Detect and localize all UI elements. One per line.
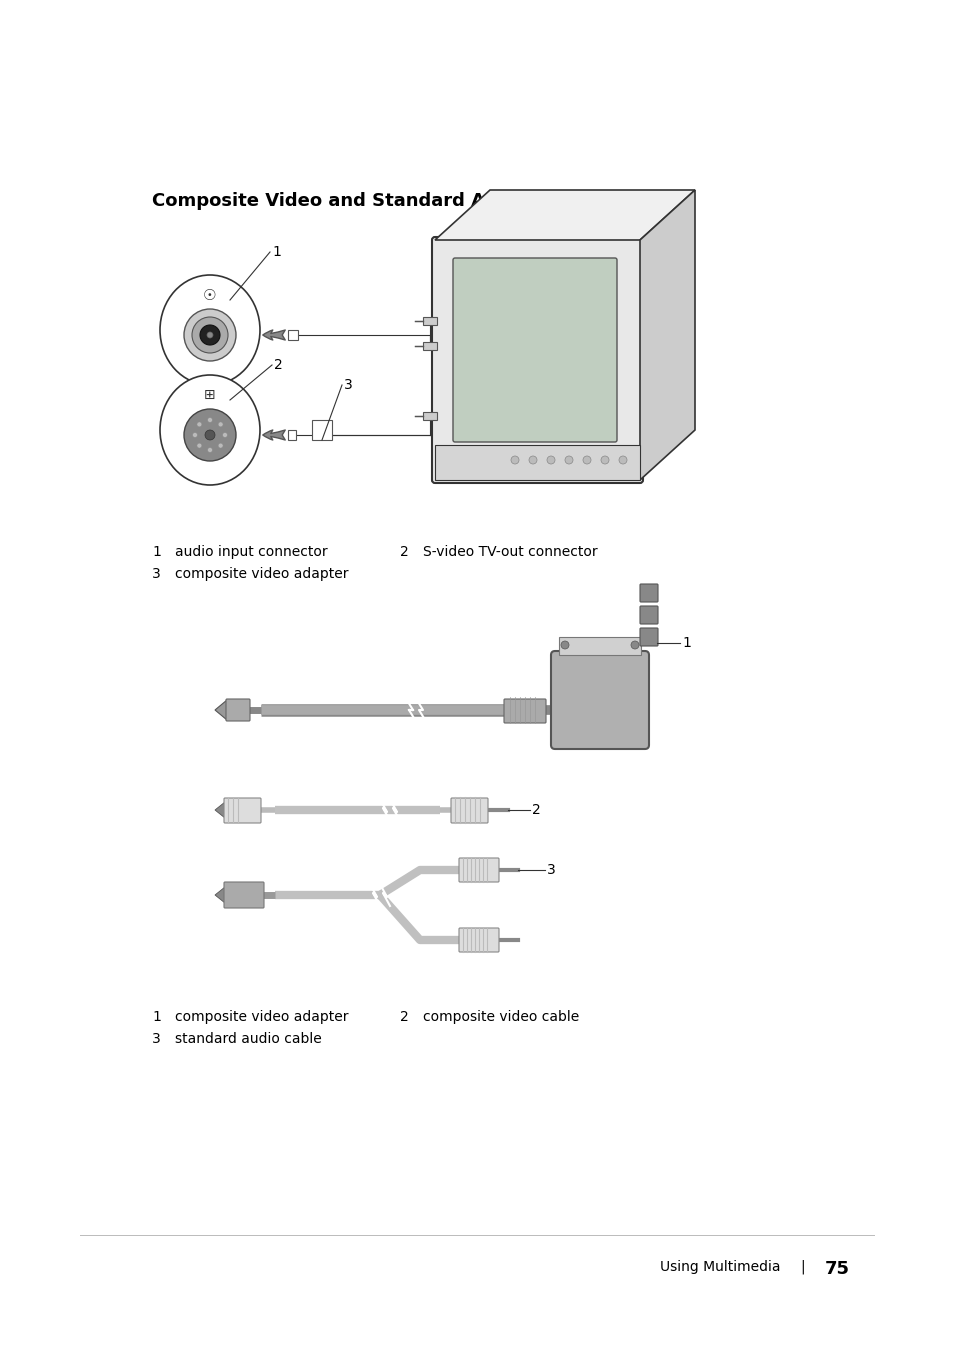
FancyBboxPatch shape xyxy=(288,431,295,440)
Text: 1: 1 xyxy=(681,636,690,649)
Text: 3: 3 xyxy=(152,1031,161,1046)
Ellipse shape xyxy=(222,432,227,437)
FancyBboxPatch shape xyxy=(224,798,261,823)
Ellipse shape xyxy=(630,641,639,649)
Text: 2: 2 xyxy=(399,1010,408,1025)
Text: 1: 1 xyxy=(152,545,161,559)
Ellipse shape xyxy=(196,423,202,427)
Text: Using Multimedia: Using Multimedia xyxy=(659,1260,780,1274)
FancyBboxPatch shape xyxy=(551,651,648,749)
FancyBboxPatch shape xyxy=(453,258,617,441)
Ellipse shape xyxy=(192,317,228,352)
Text: S-video TV-out connector: S-video TV-out connector xyxy=(422,545,597,559)
Text: ☉: ☉ xyxy=(203,288,216,302)
FancyBboxPatch shape xyxy=(639,585,658,602)
FancyBboxPatch shape xyxy=(458,927,498,952)
Ellipse shape xyxy=(184,409,235,460)
FancyBboxPatch shape xyxy=(288,329,297,340)
Text: 2: 2 xyxy=(399,545,408,559)
Text: standard audio cable: standard audio cable xyxy=(174,1031,321,1046)
Text: 1: 1 xyxy=(152,1010,161,1025)
Ellipse shape xyxy=(582,456,590,464)
FancyBboxPatch shape xyxy=(432,238,642,483)
FancyBboxPatch shape xyxy=(422,412,436,420)
Text: 3: 3 xyxy=(152,567,161,580)
FancyBboxPatch shape xyxy=(451,798,488,823)
FancyBboxPatch shape xyxy=(639,606,658,624)
Ellipse shape xyxy=(218,443,223,448)
Ellipse shape xyxy=(529,456,537,464)
Ellipse shape xyxy=(618,456,626,464)
FancyBboxPatch shape xyxy=(503,699,545,724)
Ellipse shape xyxy=(184,309,235,360)
Polygon shape xyxy=(558,637,640,655)
Text: 1: 1 xyxy=(272,244,280,259)
Ellipse shape xyxy=(218,423,223,427)
Text: composite video adapter: composite video adapter xyxy=(174,1010,348,1025)
Ellipse shape xyxy=(511,456,518,464)
Ellipse shape xyxy=(207,332,213,338)
Ellipse shape xyxy=(200,325,220,346)
Ellipse shape xyxy=(208,447,213,452)
FancyBboxPatch shape xyxy=(224,882,264,909)
Polygon shape xyxy=(214,802,225,818)
Text: 75: 75 xyxy=(824,1260,849,1278)
Ellipse shape xyxy=(564,456,573,464)
Ellipse shape xyxy=(160,275,260,385)
FancyBboxPatch shape xyxy=(312,420,332,440)
Ellipse shape xyxy=(160,375,260,485)
FancyBboxPatch shape xyxy=(435,446,639,481)
Text: Composite Video and Standard Audio: Composite Video and Standard Audio xyxy=(152,192,528,211)
Text: composite video cable: composite video cable xyxy=(422,1010,578,1025)
Text: 3: 3 xyxy=(344,378,353,392)
Polygon shape xyxy=(639,190,695,481)
Text: ⊞: ⊞ xyxy=(204,387,215,402)
Text: composite video adapter: composite video adapter xyxy=(174,567,348,580)
Text: audio input connector: audio input connector xyxy=(174,545,327,559)
Ellipse shape xyxy=(205,431,214,440)
Polygon shape xyxy=(214,887,225,903)
Ellipse shape xyxy=(600,456,608,464)
Text: 2: 2 xyxy=(532,803,540,817)
Ellipse shape xyxy=(546,456,555,464)
Text: 2: 2 xyxy=(274,358,282,373)
Text: 3: 3 xyxy=(546,863,556,878)
FancyBboxPatch shape xyxy=(422,317,436,325)
Polygon shape xyxy=(214,701,227,720)
FancyBboxPatch shape xyxy=(226,699,250,721)
FancyBboxPatch shape xyxy=(639,628,658,647)
Ellipse shape xyxy=(560,641,568,649)
Ellipse shape xyxy=(193,432,197,437)
Ellipse shape xyxy=(208,417,213,423)
Text: |: | xyxy=(800,1260,804,1274)
FancyBboxPatch shape xyxy=(458,859,498,882)
Polygon shape xyxy=(435,190,695,240)
Ellipse shape xyxy=(196,443,202,448)
FancyBboxPatch shape xyxy=(422,342,436,350)
